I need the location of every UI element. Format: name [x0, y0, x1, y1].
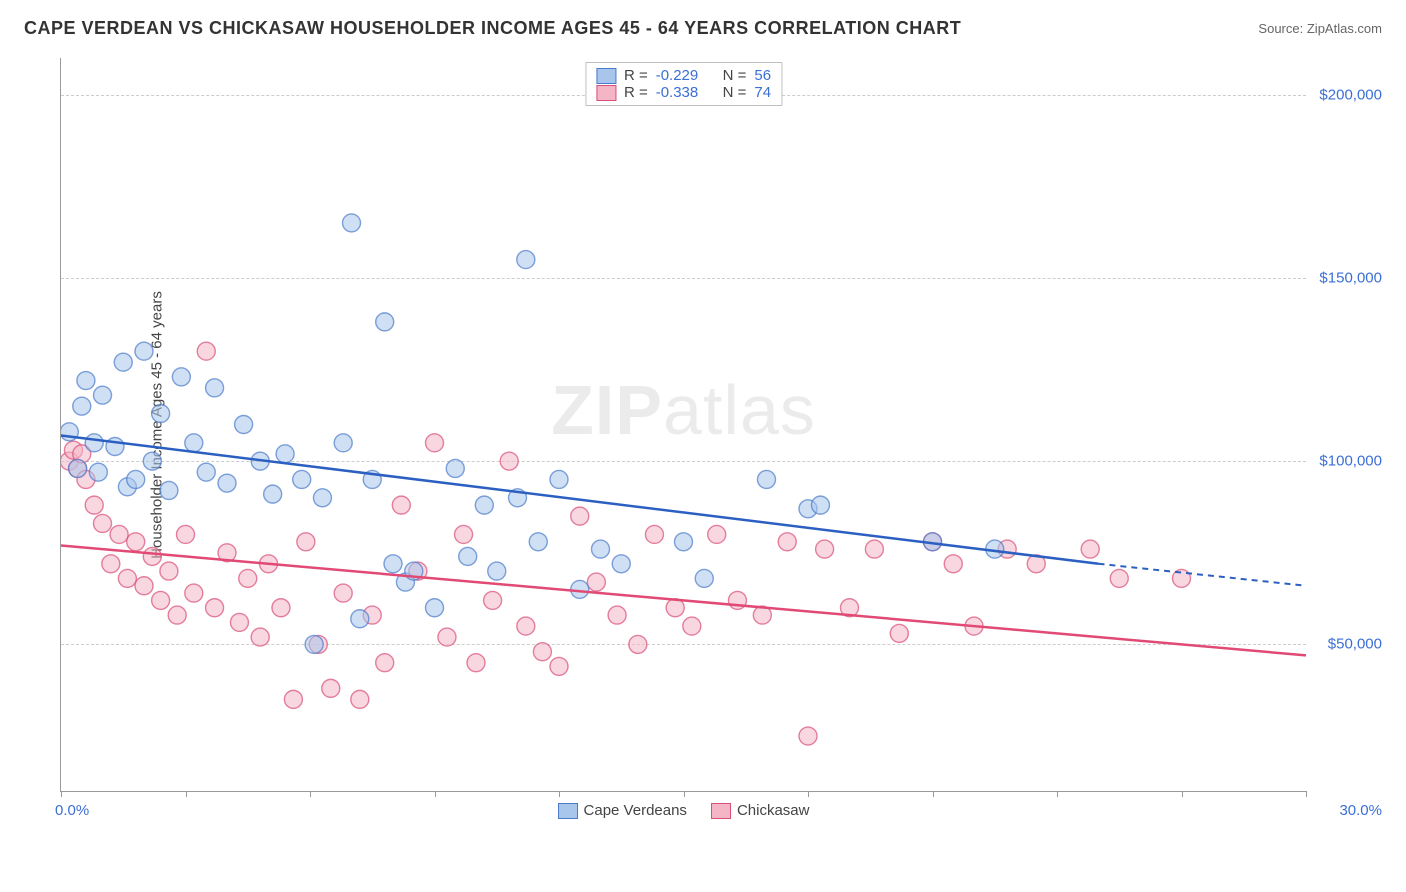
- y-tick-label: $50,000: [1328, 636, 1382, 653]
- correlation-legend: R =-0.229 N =56 R =-0.338 N =74: [585, 62, 782, 106]
- x-min-label: 0.0%: [55, 802, 89, 819]
- series-legend: Cape VerdeansChickasaw: [558, 802, 810, 819]
- source-attribution: Source: ZipAtlas.com: [1258, 21, 1382, 36]
- y-tick-label: $100,000: [1319, 453, 1382, 470]
- y-tick-label: $150,000: [1319, 269, 1382, 286]
- source-link[interactable]: ZipAtlas.com: [1307, 21, 1382, 36]
- x-max-label: 30.0%: [1339, 802, 1382, 819]
- chart-title: CAPE VERDEAN VS CHICKASAW HOUSEHOLDER IN…: [24, 18, 961, 39]
- trend-layer: [61, 58, 1306, 791]
- y-tick-label: $200,000: [1319, 86, 1382, 103]
- chart-area: Householder Income Ages 45 - 64 years ZI…: [60, 58, 1386, 852]
- plot-region: Householder Income Ages 45 - 64 years ZI…: [60, 58, 1306, 792]
